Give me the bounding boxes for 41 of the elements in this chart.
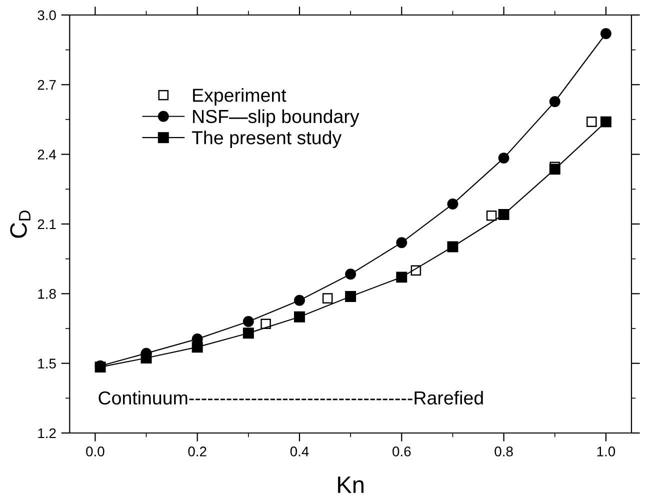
x-axis-title: Kn — [338, 476, 364, 493]
y-tick-label: 2.1 — [38, 219, 56, 230]
y-tick-label: 1.2 — [38, 428, 56, 438]
point — [322, 293, 333, 304]
point — [345, 268, 356, 280]
x-tick-label: 0.2 — [188, 446, 206, 456]
point — [410, 265, 422, 276]
y-tick-label: 1.8 — [38, 289, 56, 299]
y-tick-label: 2.4 — [38, 150, 56, 160]
legend-label: NSF—slip boundary — [193, 109, 360, 127]
point — [242, 328, 254, 339]
x-tick-label: 0.0 — [86, 446, 104, 456]
legend-label: The present study — [192, 130, 342, 148]
x-tick-label: 0.8 — [494, 446, 513, 456]
x-tick-label: 0.6 — [392, 446, 411, 456]
point — [396, 272, 408, 283]
point — [260, 318, 271, 329]
point — [549, 96, 560, 108]
point — [498, 152, 510, 164]
point — [498, 208, 510, 220]
point — [486, 210, 497, 221]
x-tick-label: 0.4 — [290, 446, 309, 456]
point — [140, 352, 152, 364]
point — [242, 316, 254, 328]
point — [294, 311, 305, 322]
point — [345, 290, 356, 302]
point — [396, 237, 408, 248]
y-tick-label: 1.5 — [38, 358, 56, 369]
annotation: Continuum------------------------------------Rarefied — [98, 390, 483, 405]
point — [447, 241, 458, 252]
point — [447, 198, 458, 210]
point — [600, 28, 612, 40]
x-tick-label: 1.0 — [597, 446, 616, 456]
point — [192, 342, 203, 353]
point — [586, 116, 597, 127]
y-tick-label: 3.0 — [38, 10, 56, 20]
y-axis-title: C$_{D}$ — [10, 210, 30, 238]
legend-label: Experiment — [193, 88, 286, 106]
point — [600, 116, 612, 128]
y-tick-label: 2.7 — [38, 80, 56, 90]
point — [294, 294, 305, 306]
